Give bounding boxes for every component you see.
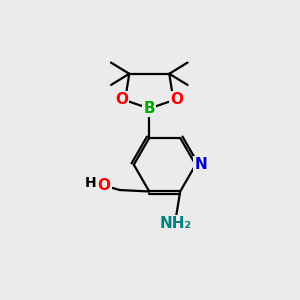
Text: O: O	[98, 178, 110, 193]
Text: N: N	[195, 157, 207, 172]
Text: O: O	[115, 92, 128, 107]
Text: NH₂: NH₂	[160, 216, 192, 231]
Text: O: O	[170, 92, 183, 107]
Text: B: B	[143, 101, 155, 116]
Text: H: H	[85, 176, 96, 190]
